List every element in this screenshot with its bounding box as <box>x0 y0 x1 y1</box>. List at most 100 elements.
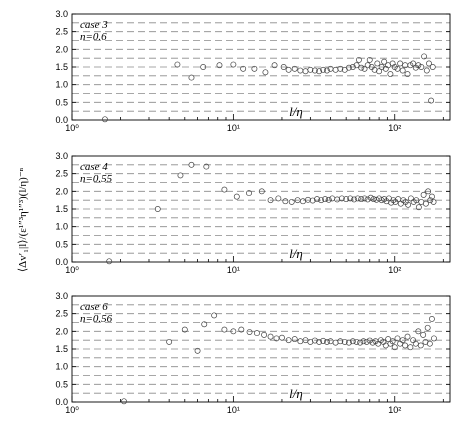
y-tick-label: 0.0 <box>55 115 68 125</box>
data-point <box>343 196 350 203</box>
data-point <box>230 328 237 335</box>
data-point <box>261 331 268 338</box>
data-point <box>181 326 188 333</box>
data-point <box>428 97 435 104</box>
data-point <box>316 68 323 75</box>
y-tick-label: 1.0 <box>55 222 68 232</box>
data-point <box>188 74 195 81</box>
data-point <box>309 197 316 204</box>
x-tick-label: 10² <box>388 265 401 275</box>
data-point <box>376 68 383 75</box>
data-point <box>280 64 287 70</box>
data-point <box>332 66 339 73</box>
data-point <box>327 338 334 345</box>
data-point <box>426 60 432 67</box>
data-point <box>361 195 368 202</box>
case-annotation: n=0.6 <box>80 31 107 43</box>
data-point <box>221 186 228 193</box>
data-point <box>397 60 404 67</box>
data-point <box>246 190 252 197</box>
y-tick-label: 1.5 <box>55 204 68 214</box>
y-tick-label: 0.5 <box>55 97 68 107</box>
data-point <box>404 71 411 78</box>
y-tick-label: 0.5 <box>55 379 68 389</box>
data-point <box>415 204 422 211</box>
data-point <box>318 197 325 204</box>
data-point <box>417 342 424 349</box>
data-point <box>285 337 292 344</box>
data-point <box>426 340 433 347</box>
data-point <box>230 61 237 68</box>
data-point <box>302 68 309 75</box>
x-tick-label: 10² <box>388 123 401 133</box>
data-point <box>288 198 295 205</box>
data-point <box>267 197 274 204</box>
data-point <box>267 333 274 340</box>
data-point <box>177 172 184 179</box>
x-tick-label: 10² <box>388 405 401 415</box>
y-tick-label: 3.0 <box>55 151 68 161</box>
data-point <box>389 338 396 345</box>
data-point <box>345 339 352 346</box>
y-tick-label: 2.5 <box>55 309 68 319</box>
data-point <box>278 334 285 341</box>
data-point <box>349 338 356 345</box>
data-point <box>421 53 428 60</box>
x-tick-label: 10⁰ <box>65 405 79 415</box>
data-point <box>294 197 301 204</box>
data-point <box>364 196 371 203</box>
data-point <box>381 58 388 65</box>
data-point <box>428 193 435 200</box>
data-point <box>233 193 240 200</box>
data-point <box>334 196 341 203</box>
y-tick-label: 2.5 <box>55 27 68 37</box>
data-point <box>402 342 409 349</box>
data-point <box>420 331 427 338</box>
data-point <box>322 196 329 203</box>
x-tick-label: 10⁰ <box>65 123 79 133</box>
data-point <box>271 62 278 69</box>
data-point <box>347 195 354 202</box>
data-point <box>431 335 437 342</box>
data-point <box>345 64 352 71</box>
data-point <box>300 198 306 205</box>
data-point <box>254 330 260 337</box>
data-point <box>258 188 265 195</box>
data-point <box>338 195 345 202</box>
data-point <box>316 338 323 345</box>
data-point <box>201 321 208 328</box>
x-tick-label: 10¹ <box>227 405 240 415</box>
y-tick-label: 0.0 <box>55 397 68 407</box>
x-axis-label: l/η <box>289 246 303 261</box>
data-point <box>297 338 304 345</box>
data-point <box>422 200 429 207</box>
data-point <box>311 337 318 344</box>
y-tick-label: 1.5 <box>55 62 68 72</box>
data-point <box>367 194 374 201</box>
data-point <box>397 200 404 207</box>
data-point <box>291 336 298 343</box>
data-point <box>391 344 398 351</box>
data-point <box>166 338 173 345</box>
y-tick-label: 2.5 <box>55 169 68 179</box>
chart-panel-1: 0.0 0.5 1.0 1.5 2.0 2.5 3.0 10⁰ 10¹ 10² case 3n=0.… <box>55 9 451 133</box>
data-point <box>405 201 412 208</box>
data-point <box>412 340 419 347</box>
data-point <box>216 62 223 69</box>
data-point <box>101 116 108 123</box>
data-point <box>369 339 376 346</box>
data-point <box>337 338 344 345</box>
data-point <box>410 60 417 67</box>
data-point <box>361 65 368 72</box>
data-point <box>364 62 371 69</box>
data-point <box>394 335 401 342</box>
data-point <box>428 316 435 322</box>
data-point <box>353 338 360 345</box>
data-point <box>154 206 161 212</box>
data-point <box>351 196 358 203</box>
data-point <box>358 196 365 203</box>
y-tick-label: 1.0 <box>55 362 68 372</box>
data-point <box>188 161 195 168</box>
data-point <box>320 337 327 344</box>
